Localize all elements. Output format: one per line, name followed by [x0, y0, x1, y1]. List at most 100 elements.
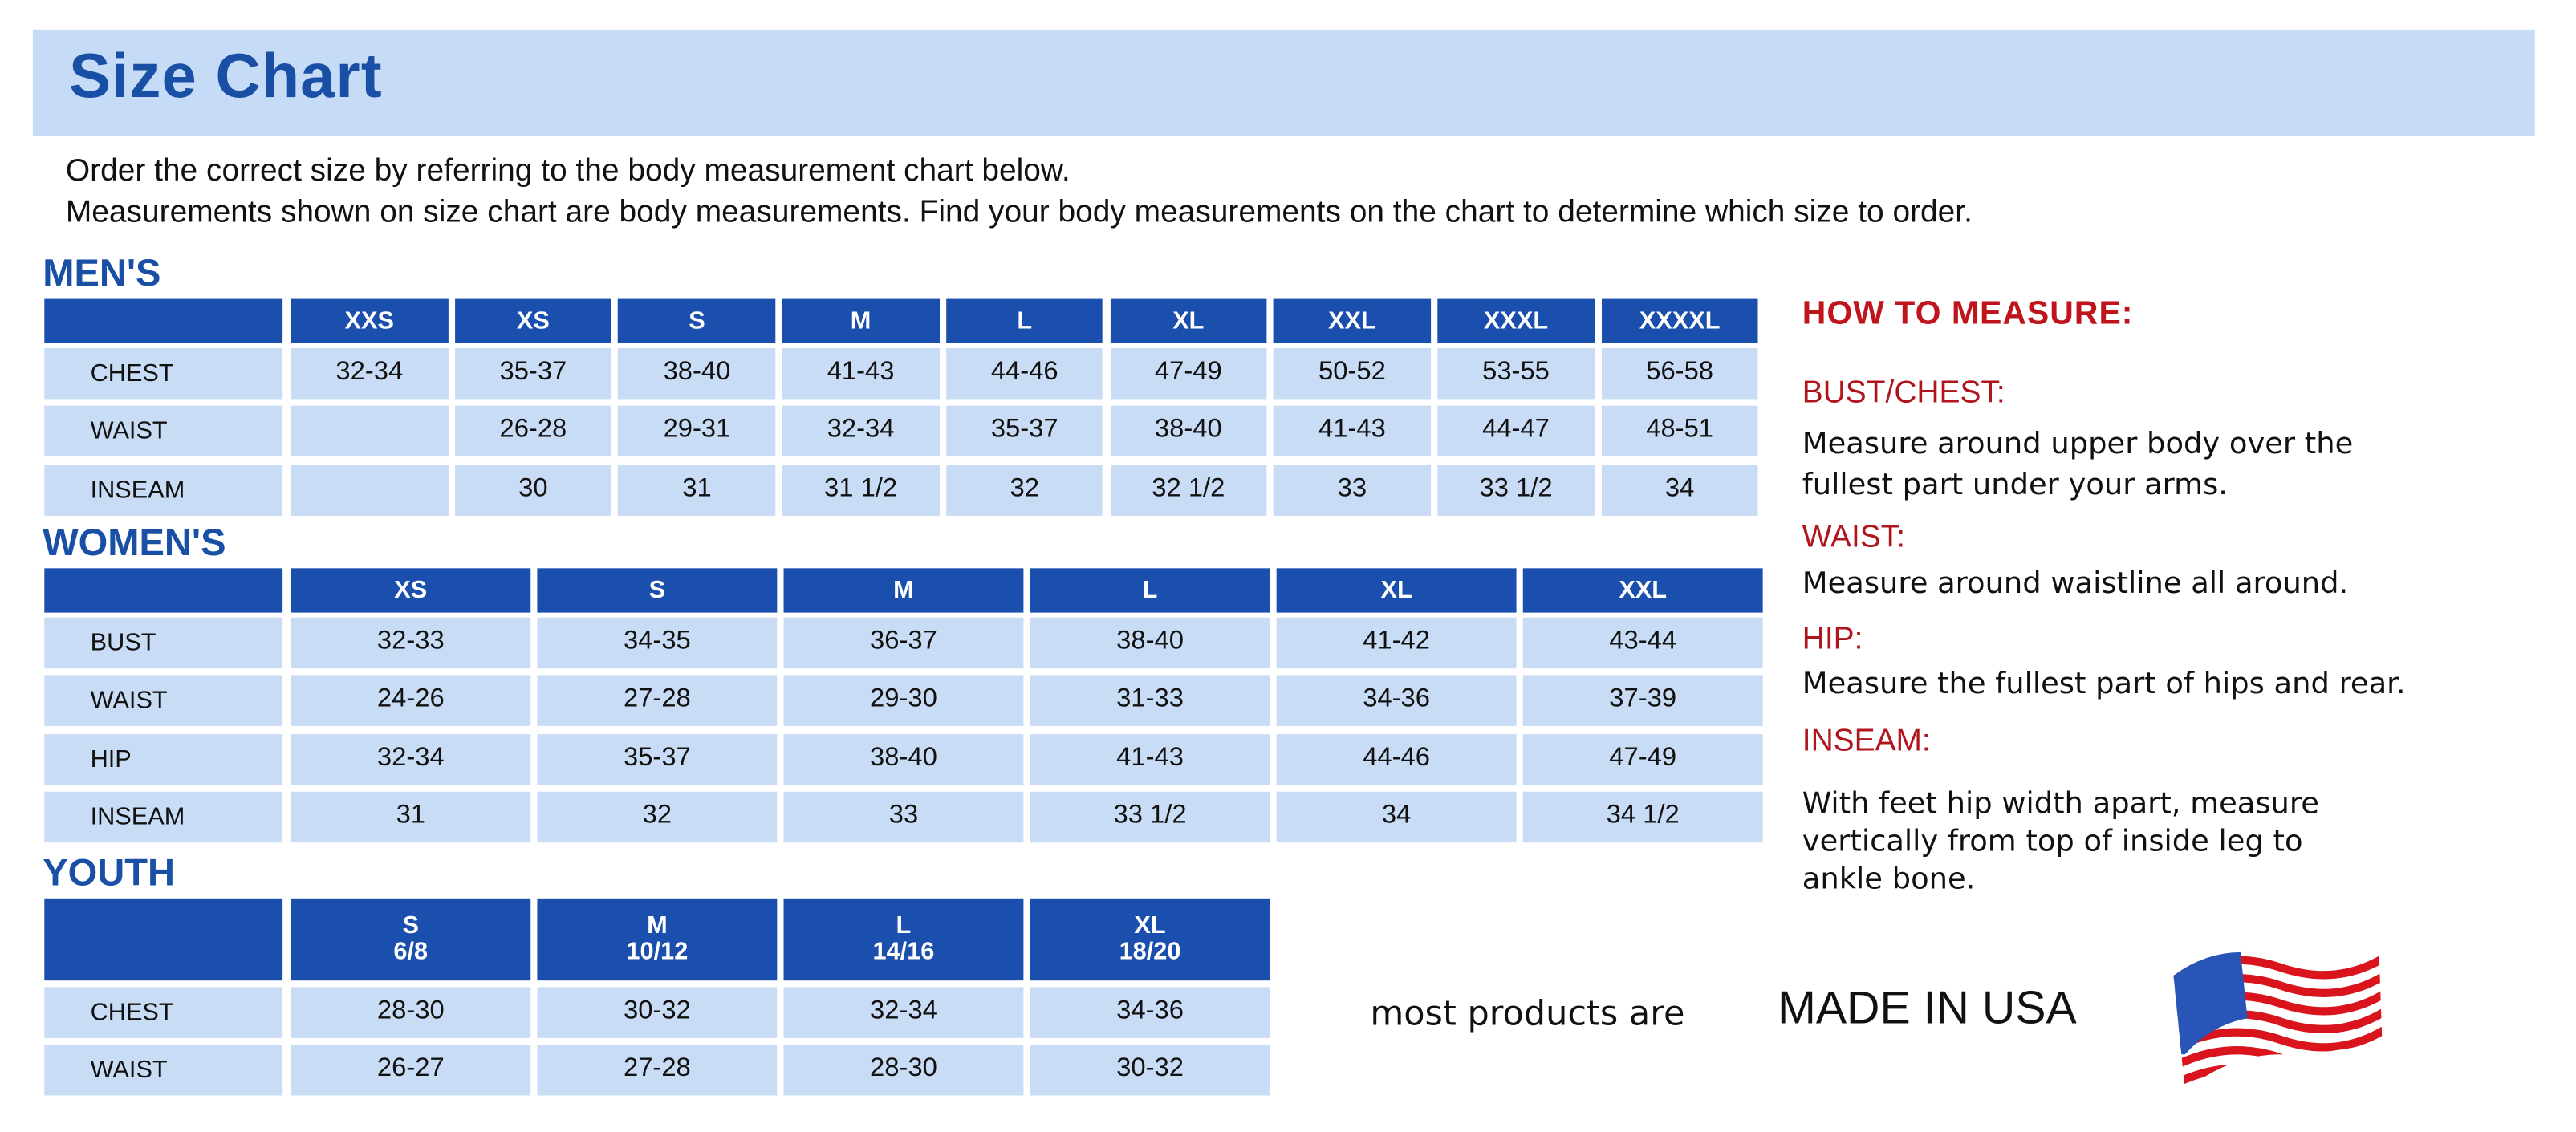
measurement-value-cell: 48-51	[1601, 405, 1759, 457]
size-header-label: XXXL	[1483, 306, 1549, 335]
measurement-value-cell: 32 1/2	[1109, 465, 1267, 516]
intro-line-2: Measurements shown on size chart are bod…	[65, 195, 1973, 230]
size-header-label: 18/20	[1119, 937, 1181, 966]
measurement-value-cell: 33 1/2	[1030, 791, 1270, 843]
size-header-cell: L	[1030, 568, 1270, 613]
size-header-label: L	[896, 911, 912, 940]
measurement-value-cell: 41-42	[1276, 617, 1517, 669]
measurement-value-cell: 34-36	[1030, 987, 1270, 1038]
measure-text: vertically from top of inside leg to	[1802, 824, 2303, 859]
measure-text: ankle bone.	[1802, 862, 1976, 897]
measurement-label-cell: CHEST	[44, 987, 283, 1038]
measurement-value-cell: 38-40	[783, 734, 1024, 785]
measurement-label-cell: INSEAM	[44, 791, 283, 843]
measurement-label-cell: WAIST	[44, 1045, 283, 1096]
measurement-value-cell: 31 1/2	[782, 465, 940, 516]
measurement-label-cell: HIP	[44, 734, 283, 785]
measurement-value-cell: 30-32	[537, 987, 778, 1038]
size-header-cell: S	[618, 298, 776, 343]
measurement-value-cell	[291, 405, 449, 457]
size-header-label: S	[689, 306, 705, 335]
measure-text: Measure the fullest part of hips and rea…	[1802, 667, 2406, 702]
size-header-label: XXL	[1619, 575, 1668, 604]
measurement-value-cell: 33	[1273, 465, 1431, 516]
measurement-value-cell: 33 1/2	[1437, 465, 1595, 516]
title-banner	[32, 29, 2535, 136]
measurement-value-cell: 26-28	[454, 405, 612, 457]
measurement-value-cell: 50-52	[1273, 348, 1431, 400]
size-header-cell: XL	[1276, 568, 1517, 613]
measurement-value-cell: 32-34	[291, 734, 531, 785]
header-corner-cell	[44, 298, 283, 343]
measurement-value-cell: 34	[1276, 791, 1517, 843]
measurement-value-cell	[291, 465, 449, 516]
size-header-cell: L 14/16	[783, 898, 1024, 981]
measurement-value-cell: 56-58	[1601, 348, 1759, 400]
measure-heading-bust-chest: BUST/CHEST:	[1802, 375, 2005, 411]
measurement-value-cell: 44-47	[1437, 405, 1595, 457]
size-header-cell: XXL	[1522, 568, 1763, 613]
measure-text: Measure around waistline all around.	[1802, 566, 2349, 602]
measurement-value-cell: 32-33	[291, 617, 531, 669]
size-header-label: XXXXL	[1639, 306, 1721, 335]
measurement-value-cell: 29-30	[783, 675, 1024, 726]
measurement-value-cell: 34	[1601, 465, 1759, 516]
size-header-cell: M	[783, 568, 1024, 613]
size-header-cell: M	[782, 298, 940, 343]
header-corner-cell	[44, 898, 283, 981]
measurement-value-cell: 34-35	[537, 617, 778, 669]
measurement-label-cell: WAIST	[44, 675, 283, 726]
measurement-value-cell: 28-30	[783, 1045, 1024, 1096]
measurement-value-cell: 32	[537, 791, 778, 843]
measurement-label-cell: BUST	[44, 617, 283, 669]
size-header-cell: XXL	[1273, 298, 1431, 343]
measurement-value-cell: 26-27	[291, 1045, 531, 1096]
measure-text: fullest part under your arms.	[1802, 468, 2229, 503]
made-in-usa-text: MADE IN USA	[1778, 982, 2077, 1033]
made-in-usa-prefix: most products are	[1370, 993, 1685, 1033]
size-header-cell: XL	[1109, 298, 1267, 343]
measurement-value-cell: 27-28	[537, 675, 778, 726]
measurement-value-cell: 27-28	[537, 1045, 778, 1096]
intro-line-1: Order the correct size by referring to t…	[65, 154, 1071, 189]
size-header-cell: S 6/8	[291, 898, 531, 981]
womens-section-label: WOMEN'S	[43, 520, 226, 564]
size-header-cell: XXXXL	[1601, 298, 1759, 343]
size-header-cell: XXS	[291, 298, 449, 343]
measurement-value-cell: 28-30	[291, 987, 531, 1038]
size-header-cell: S	[537, 568, 778, 613]
measurement-value-cell: 34-36	[1276, 675, 1517, 726]
size-header-label: 10/12	[626, 937, 689, 966]
measurement-value-cell: 33	[783, 791, 1024, 843]
measurement-label-cell: CHEST	[44, 348, 283, 400]
measurement-value-cell: 32-34	[291, 348, 449, 400]
measure-text: Measure around upper body over the	[1802, 427, 2354, 462]
measurement-value-cell: 53-55	[1437, 348, 1595, 400]
size-header-label: XS	[394, 575, 428, 604]
size-header-label: XL	[1380, 575, 1412, 604]
measurement-value-cell: 31-33	[1030, 675, 1270, 726]
size-header-cell: L	[945, 298, 1103, 343]
size-header-cell: XL 18/20	[1030, 898, 1270, 981]
size-header-label: M	[850, 306, 872, 335]
us-flag-icon	[2173, 947, 2383, 1091]
measurement-value-cell: 24-26	[291, 675, 531, 726]
measurement-value-cell: 30	[454, 465, 612, 516]
size-header-label: XS	[516, 306, 550, 335]
measurement-value-cell: 35-37	[537, 734, 778, 785]
measurement-value-cell: 31	[618, 465, 776, 516]
measurement-value-cell: 35-37	[454, 348, 612, 400]
measurement-value-cell: 30-32	[1030, 1045, 1270, 1096]
measurement-value-cell: 32-34	[782, 405, 940, 457]
size-header-label: S	[648, 575, 666, 604]
measure-heading-hip: HIP:	[1802, 622, 1863, 657]
size-header-cell: XS	[454, 298, 612, 343]
measurement-value-cell: 35-37	[945, 405, 1103, 457]
measurement-value-cell: 38-40	[1030, 617, 1270, 669]
mens-section-label: MEN'S	[43, 251, 161, 294]
measurement-value-cell: 41-43	[1273, 405, 1431, 457]
size-header-label: XL	[1134, 911, 1166, 940]
measurement-value-cell: 29-31	[618, 405, 776, 457]
measurement-value-cell: 47-49	[1522, 734, 1763, 785]
